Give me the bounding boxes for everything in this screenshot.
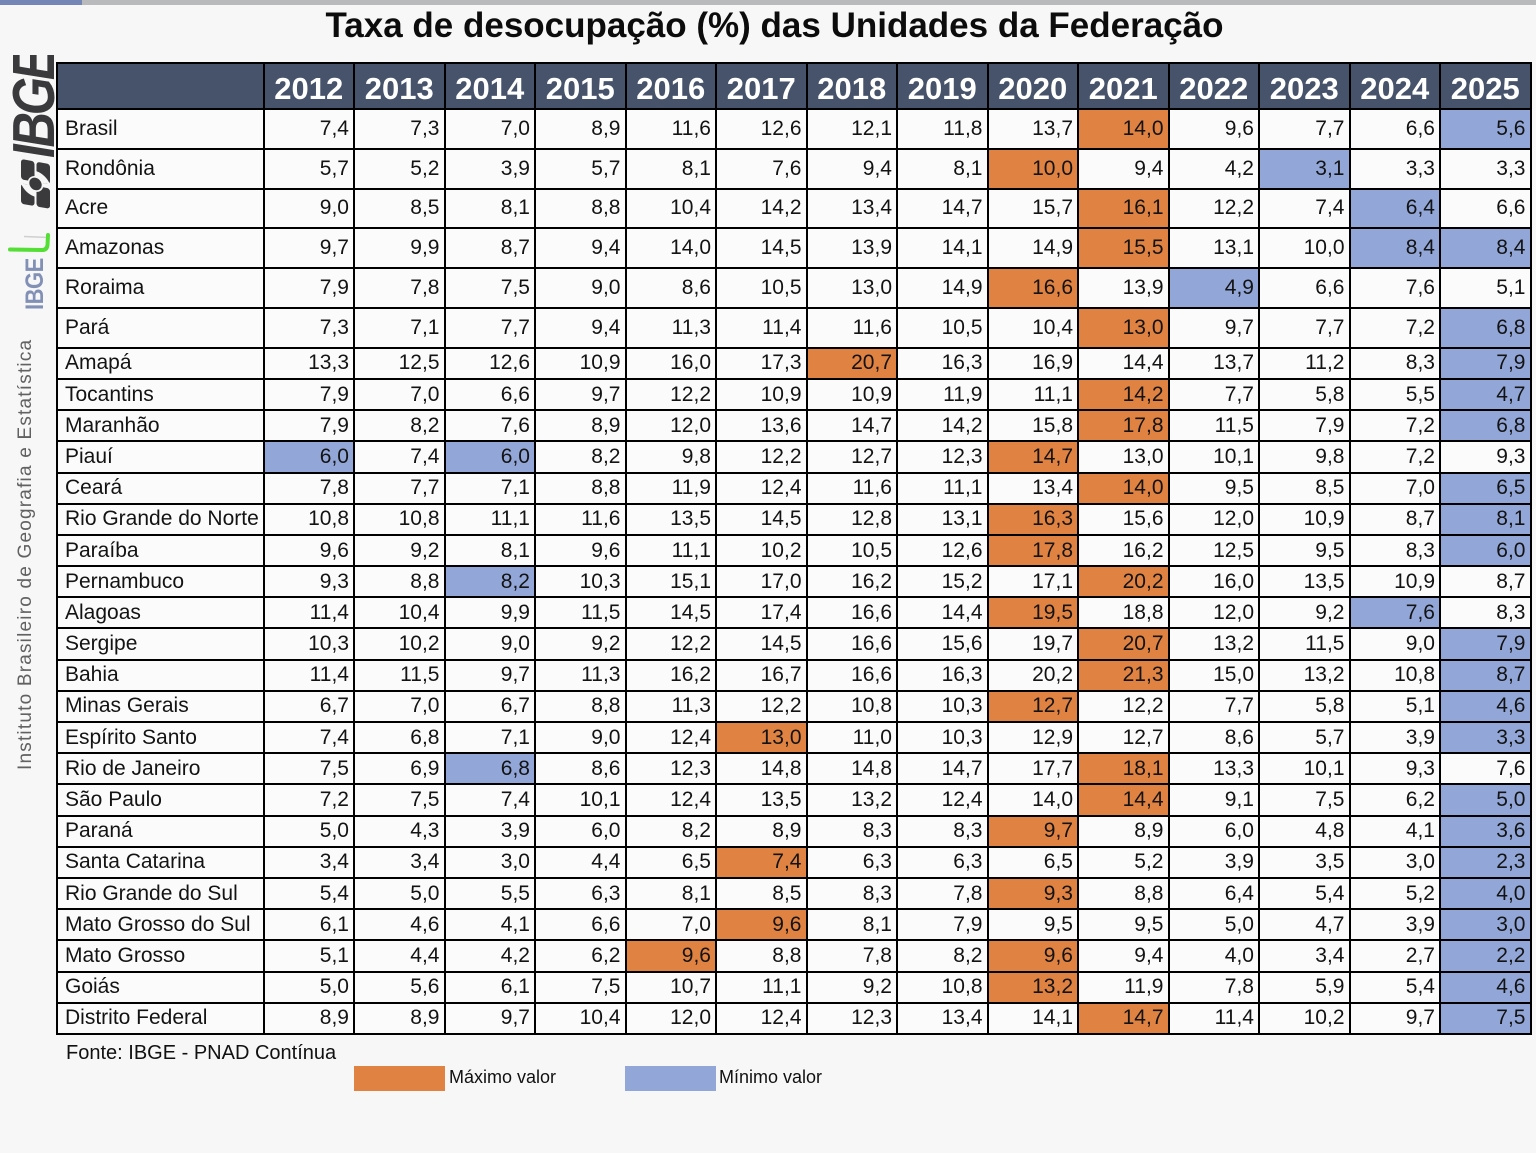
svg-text:IBGE: IBGE: [0, 55, 58, 158]
